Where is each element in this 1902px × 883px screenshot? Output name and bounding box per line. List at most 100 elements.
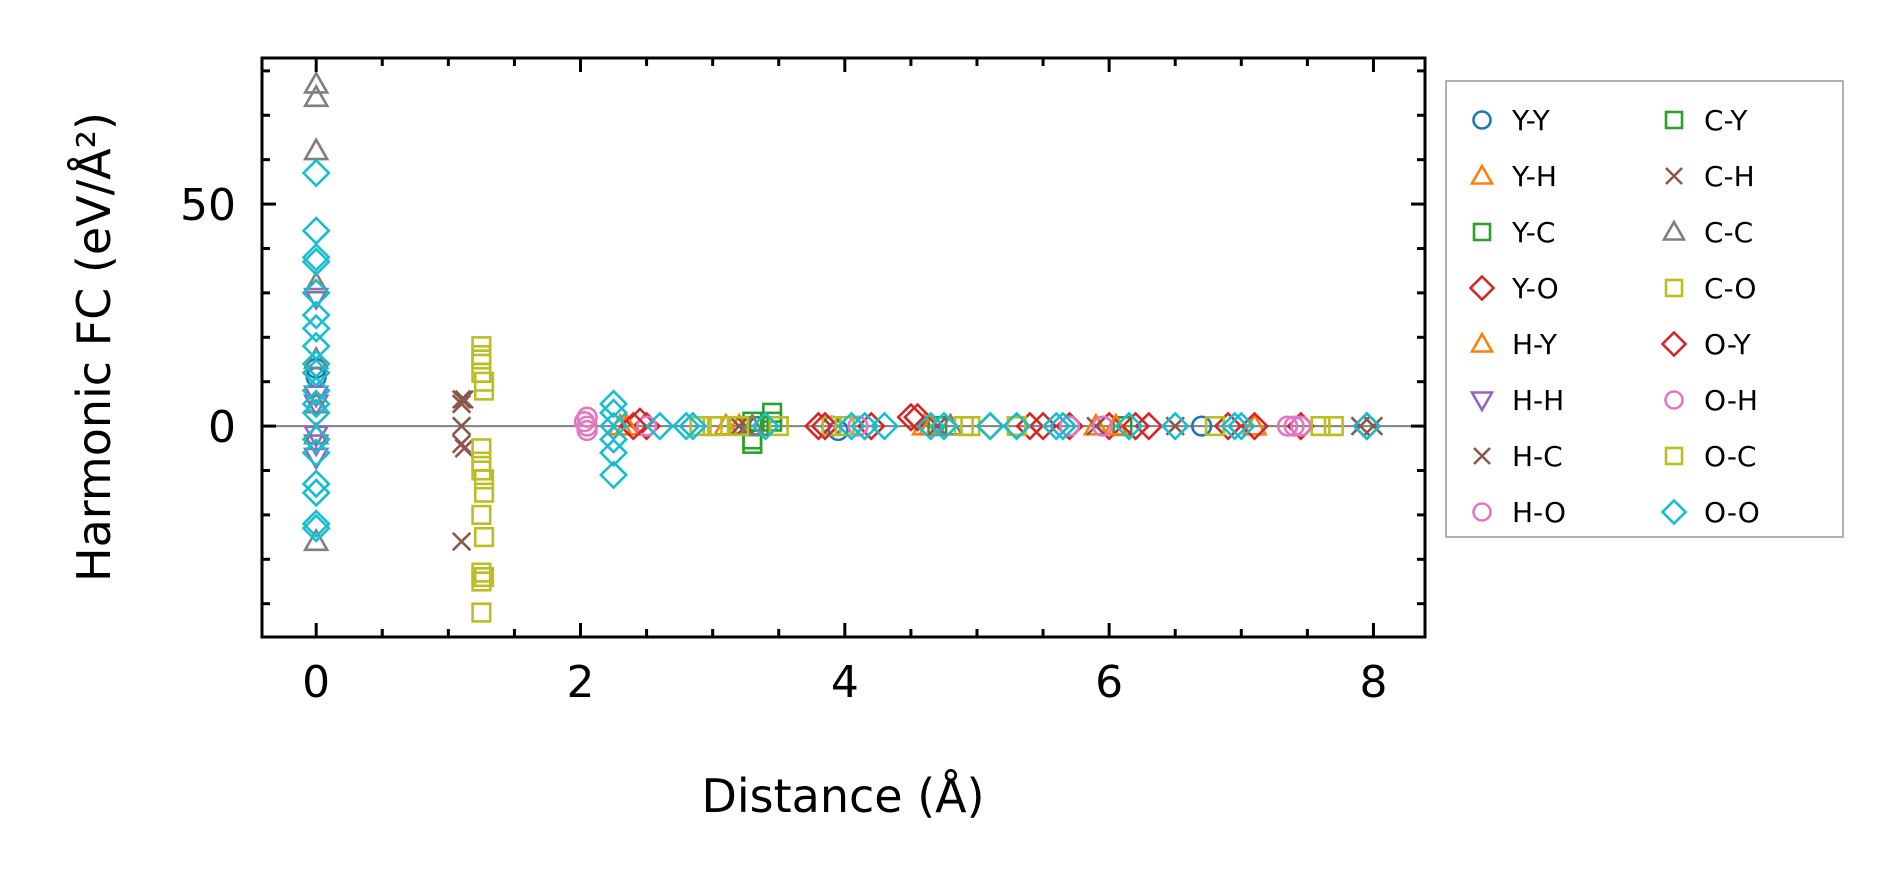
- data-point: [301, 424, 331, 454]
- legend-marker-icon: [1469, 391, 1495, 413]
- data-point: [1241, 412, 1268, 436]
- data-point: [599, 438, 629, 468]
- data-point: [810, 411, 840, 441]
- data-point: [1006, 415, 1027, 437]
- legend-item-c-y: C-Y: [1664, 104, 1748, 137]
- series-o-o: [301, 158, 1382, 543]
- data-point: [903, 402, 932, 432]
- x-tick-label: 2: [567, 657, 595, 708]
- data-point: [302, 83, 330, 108]
- legend-marker-icon: [1664, 110, 1684, 130]
- x-tick-label: 0: [302, 657, 330, 708]
- data-point: [1048, 411, 1078, 441]
- legend-item-o-h: O-H: [1664, 384, 1758, 417]
- data-point: [473, 380, 495, 401]
- data-point: [301, 478, 331, 508]
- data-point: [301, 278, 331, 308]
- legend-item-o-c: O-C: [1664, 440, 1756, 473]
- data-point: [301, 438, 331, 468]
- legend-marker-icon: [1661, 219, 1687, 241]
- legend-marker-icon: [1660, 498, 1688, 526]
- data-point: [635, 415, 658, 437]
- legend-label: Y-Y: [1511, 104, 1551, 137]
- data-point: [1226, 411, 1256, 441]
- legend-item-o-o: O-O: [1660, 496, 1760, 529]
- legend-label: C-Y: [1704, 104, 1748, 137]
- data-point: [709, 415, 730, 437]
- legend-label: H-Y: [1512, 328, 1558, 361]
- series-h-o: [573, 411, 1305, 442]
- data-points: [262, 70, 1425, 623]
- data-point: [599, 460, 629, 490]
- legend-item-y-h: Y-H: [1469, 160, 1557, 193]
- data-point: [1352, 411, 1382, 441]
- legend-item-c-c: C-C: [1661, 216, 1753, 249]
- data-point: [645, 411, 675, 441]
- legend-label: C-O: [1704, 272, 1756, 305]
- data-point: [301, 247, 331, 277]
- legend-marker-icon: [1660, 330, 1688, 358]
- data-point: [1086, 416, 1106, 436]
- data-point: [671, 411, 701, 441]
- data-point: [729, 416, 749, 436]
- data-point: [1191, 415, 1213, 437]
- data-point: [302, 527, 330, 552]
- data-point: [1220, 411, 1250, 441]
- legend-label: O-O: [1704, 496, 1760, 529]
- data-point: [454, 389, 474, 410]
- data-point: [301, 242, 331, 272]
- legend-marker-icon: [1472, 222, 1492, 242]
- legend-marker-icon: [1664, 278, 1684, 298]
- data-point: [599, 424, 629, 454]
- legend-marker-icon: [1472, 110, 1492, 130]
- y-tick-label: 50: [180, 180, 236, 231]
- data-point: [728, 415, 750, 437]
- series-c-c: [302, 70, 964, 552]
- data-point: [471, 438, 492, 459]
- data-point: [1058, 415, 1081, 437]
- data-point: [1121, 411, 1151, 441]
- data-point: [302, 70, 330, 94]
- data-point: [471, 602, 492, 623]
- data-point: [301, 300, 331, 330]
- data-point: [301, 358, 331, 388]
- legend-item-c-o: C-O: [1664, 272, 1756, 305]
- data-point: [975, 411, 1005, 441]
- series-c-o: [471, 336, 1331, 592]
- data-point: [689, 415, 710, 437]
- data-point: [1134, 411, 1164, 441]
- data-point: [576, 415, 598, 437]
- legend-label: O-C: [1704, 440, 1756, 473]
- legend-marker-icon: [1664, 390, 1684, 410]
- legend-item-y-c: Y-C: [1472, 216, 1555, 249]
- data-point: [678, 411, 708, 441]
- axes: 0 2 4 6 8 0 50: [180, 56, 1427, 708]
- data-point: [1310, 415, 1331, 437]
- data-point: [1323, 415, 1344, 437]
- data-point: [576, 406, 598, 428]
- data-point: [302, 270, 330, 294]
- data-point: [471, 504, 492, 525]
- legend-item-y-o: Y-O: [1468, 272, 1559, 305]
- data-point: [1290, 415, 1312, 437]
- data-point: [301, 313, 331, 343]
- data-point: [302, 137, 330, 161]
- data-point: [1091, 415, 1114, 437]
- legend-box: [1445, 80, 1844, 538]
- data-point: [573, 411, 596, 433]
- data-point: [473, 566, 495, 588]
- series-o-y: [618, 402, 1270, 441]
- legend-marker-icon: [1469, 331, 1495, 353]
- data-point: [471, 349, 492, 370]
- data-point: [1002, 411, 1032, 441]
- legend-item-o-y: O-Y: [1660, 328, 1752, 361]
- data-point: [1363, 416, 1384, 436]
- legend-item-h-h: H-H: [1469, 384, 1564, 417]
- legend-item-h-c: H-C: [1473, 440, 1563, 473]
- data-point: [301, 513, 331, 543]
- data-point: [599, 389, 629, 419]
- legend-label: O-Y: [1704, 328, 1752, 361]
- legend-item-h-o: H-O: [1472, 496, 1566, 529]
- legend-label: C-H: [1704, 160, 1755, 193]
- data-point: [1028, 411, 1058, 441]
